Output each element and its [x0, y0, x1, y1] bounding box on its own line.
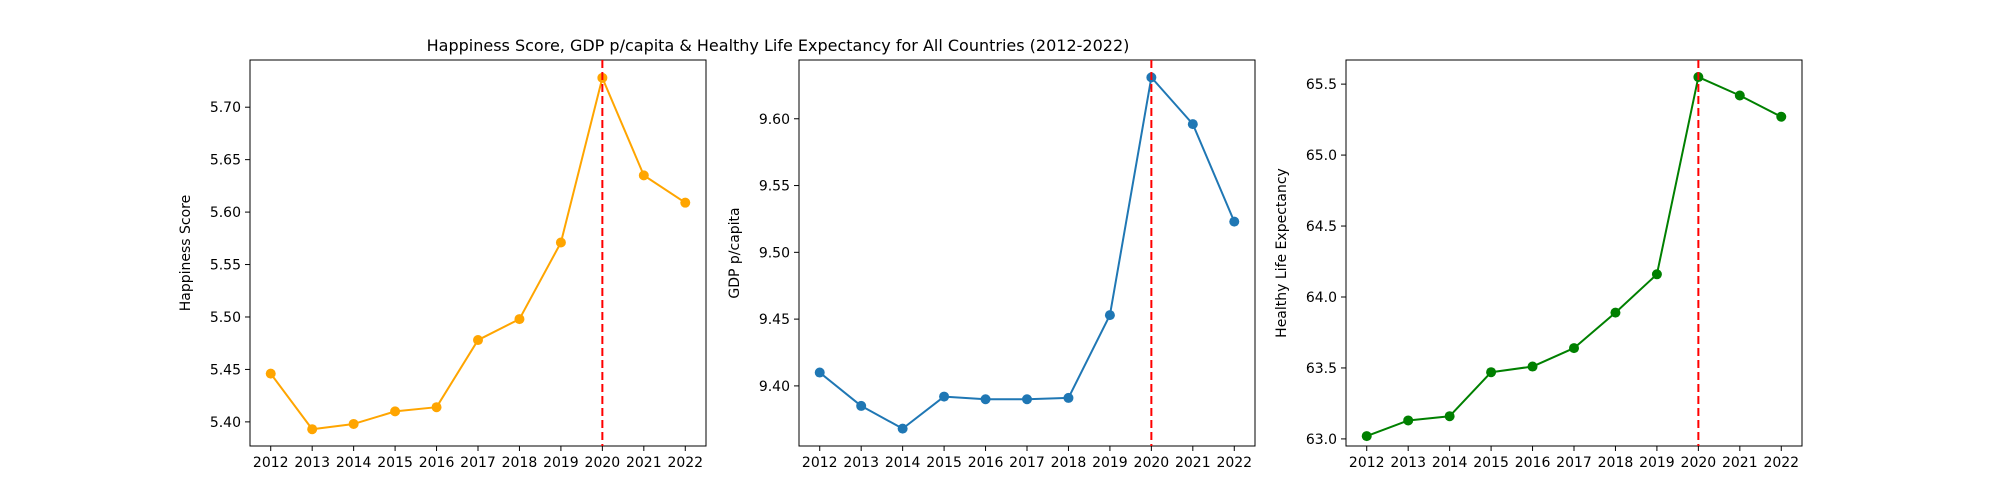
x-tick-label: 2018 [502, 455, 538, 471]
happiness-axes-frame [249, 59, 707, 447]
gdp-data-point [1063, 392, 1074, 403]
x-tick-label: 2022 [1763, 455, 1799, 471]
x-tick-label: 2015 [377, 455, 413, 471]
y-tick-label: 5.60 [210, 205, 241, 221]
x-tick-label: 2017 [460, 455, 496, 471]
gdp-data-point [1229, 216, 1240, 227]
x-tick-label: 2012 [1349, 455, 1385, 471]
x-tick-label: 2018 [1598, 455, 1634, 471]
x-tick-label: 2022 [1216, 455, 1252, 471]
x-tick-label: 2016 [419, 455, 455, 471]
y-tick-label: 5.70 [210, 100, 241, 116]
y-tick-label: 64.5 [1306, 219, 1337, 235]
life-expectancy-series-line [1366, 76, 1782, 438]
happiness-data-point [473, 335, 483, 346]
panel-life-expectancy: 2012 2013 2014 2015 2016 2017 2018 2019 2020 2021… [1274, 59, 1803, 471]
x-tick-label: 2020 [585, 455, 621, 471]
x-tick-label: 2014 [1432, 455, 1468, 471]
life-expectancy-data-point [1444, 411, 1455, 422]
happiness-data-point [390, 406, 401, 417]
life-expectancy-data-point [1734, 90, 1745, 101]
happiness-data-point [514, 314, 525, 325]
gdp-data-point [939, 391, 950, 402]
x-tick-label: 2014 [885, 455, 921, 471]
y-tick-label: 65.5 [1306, 77, 1337, 93]
gdp-data-point [980, 394, 991, 405]
life-expectancy-data-point [1776, 111, 1787, 122]
y-tick-label: 5.65 [210, 153, 241, 169]
x-tick-label: 2019 [1639, 455, 1675, 471]
y-tick-label: 65.0 [1306, 148, 1337, 164]
gdp-data-point [1187, 119, 1198, 130]
x-tick-label: 2016 [1515, 455, 1551, 471]
happiness-data-point [348, 418, 359, 429]
x-tick-label: 2019 [1092, 455, 1128, 471]
x-tick-label: 2021 [1722, 455, 1758, 471]
x-tick-label: 2015 [1473, 455, 1509, 471]
life-expectancy-data-point [1610, 307, 1621, 318]
y-tick-label: 5.40 [210, 415, 241, 431]
happiness-y-axis-label: Happiness Score [178, 195, 194, 312]
y-tick-label: 5.50 [210, 310, 241, 326]
x-tick-label: 2012 [802, 455, 838, 471]
gdp-data-point [856, 400, 867, 411]
life-expectancy-data-point [1403, 415, 1414, 426]
gdp-data-point [1022, 394, 1032, 405]
y-tick-label: 9.40 [759, 379, 790, 395]
y-tick-label: 9.55 [759, 179, 790, 195]
x-tick-label: 2014 [336, 455, 372, 471]
life-expectancy-y-axis-label: Healthy Life Expectancy [1274, 168, 1290, 338]
happiness-data-point [265, 368, 276, 379]
x-tick-label: 2018 [1051, 455, 1087, 471]
life-expectancy-data-point [1651, 269, 1662, 280]
x-tick-label: 2013 [843, 455, 879, 471]
y-tick-label: 63.0 [1306, 432, 1337, 448]
gdp-data-point [897, 423, 908, 434]
panel-happiness: 2012 2013 2014 2015 2016 2017 2018 2019 2020 2021… [178, 59, 707, 471]
life-expectancy-data-point [1527, 361, 1538, 372]
life-expectancy-data-point [1486, 367, 1497, 378]
y-tick-label: 9.45 [759, 312, 790, 328]
x-tick-label: 2013 [294, 455, 330, 471]
life-expectancy-data-point [1361, 431, 1372, 442]
x-tick-label: 2013 [1390, 455, 1426, 471]
x-tick-label: 2021 [626, 455, 662, 471]
x-tick-label: 2019 [543, 455, 579, 471]
x-tick-label: 2020 [1681, 455, 1717, 471]
gdp-series-line [819, 76, 1236, 430]
gdp-y-axis-label: GDP p/capita [727, 207, 743, 298]
x-tick-label: 2015 [926, 455, 962, 471]
x-tick-label: 2020 [1134, 455, 1170, 471]
life-expectancy-data-point [1569, 343, 1579, 354]
y-tick-label: 63.5 [1306, 361, 1337, 377]
x-tick-label: 2021 [1175, 455, 1211, 471]
panel-gdp: 2012 2013 2014 2015 2016 2017 2018 2019 2020 2021… [727, 59, 1256, 471]
happiness-data-point [638, 170, 649, 181]
x-tick-label: 2012 [253, 455, 289, 471]
y-tick-label: 9.50 [759, 245, 790, 261]
x-tick-label: 2016 [968, 455, 1004, 471]
gdp-data-point [1104, 310, 1115, 321]
happiness-data-point [680, 197, 691, 208]
figure-title: Happiness Score, GDP p/capita & Healthy … [427, 36, 1130, 55]
happiness-data-point [555, 237, 566, 248]
y-tick-label: 5.45 [210, 362, 241, 378]
happiness-data-point [431, 402, 442, 413]
y-tick-label: 9.60 [759, 112, 790, 128]
gdp-data-point [814, 367, 825, 378]
x-tick-label: 2017 [1009, 455, 1045, 471]
happiness-series-line [269, 76, 686, 431]
y-tick-label: 64.0 [1306, 290, 1337, 306]
happiness-data-point [307, 424, 318, 435]
y-tick-label: 5.55 [210, 258, 241, 274]
x-tick-label: 2022 [667, 455, 703, 471]
life-expectancy-axes-frame [1345, 59, 1803, 447]
x-tick-label: 2017 [1556, 455, 1592, 471]
